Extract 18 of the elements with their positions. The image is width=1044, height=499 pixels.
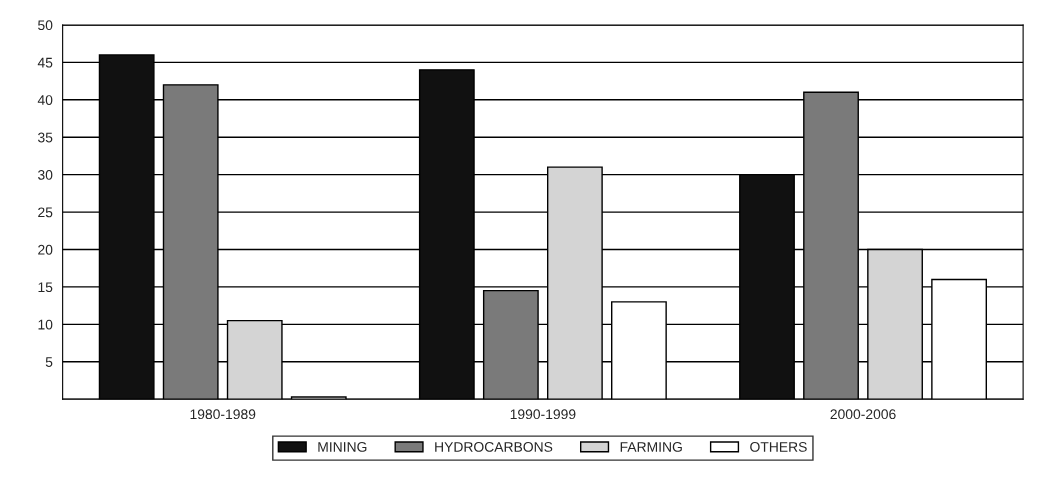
legend-label: FARMING xyxy=(620,442,682,452)
y-tick-label: 20 xyxy=(38,244,53,255)
y-tick-label: 15 xyxy=(38,282,53,293)
y-tick-label: 35 xyxy=(38,132,53,143)
legend-label: MINING xyxy=(318,442,367,452)
x-tick-label: 1980-1989 xyxy=(190,409,256,420)
y-tick-label: 40 xyxy=(37,95,53,105)
x-tick-label: 2000-2006 xyxy=(830,409,896,420)
y-tick-label: 50 xyxy=(38,20,53,31)
y-tick-label: 30 xyxy=(38,169,53,180)
y-tick-label: 45 xyxy=(37,57,53,68)
x-tick-label: 1990-1999 xyxy=(510,409,576,420)
y-tick-label: 25 xyxy=(38,207,53,218)
bar xyxy=(290,396,347,400)
legend-label: HYDROCARBONS xyxy=(435,442,553,452)
y-tick-label: 5 xyxy=(45,357,53,367)
y-tick-label: 10 xyxy=(38,319,53,330)
legend-label: OTHERS xyxy=(750,442,807,452)
